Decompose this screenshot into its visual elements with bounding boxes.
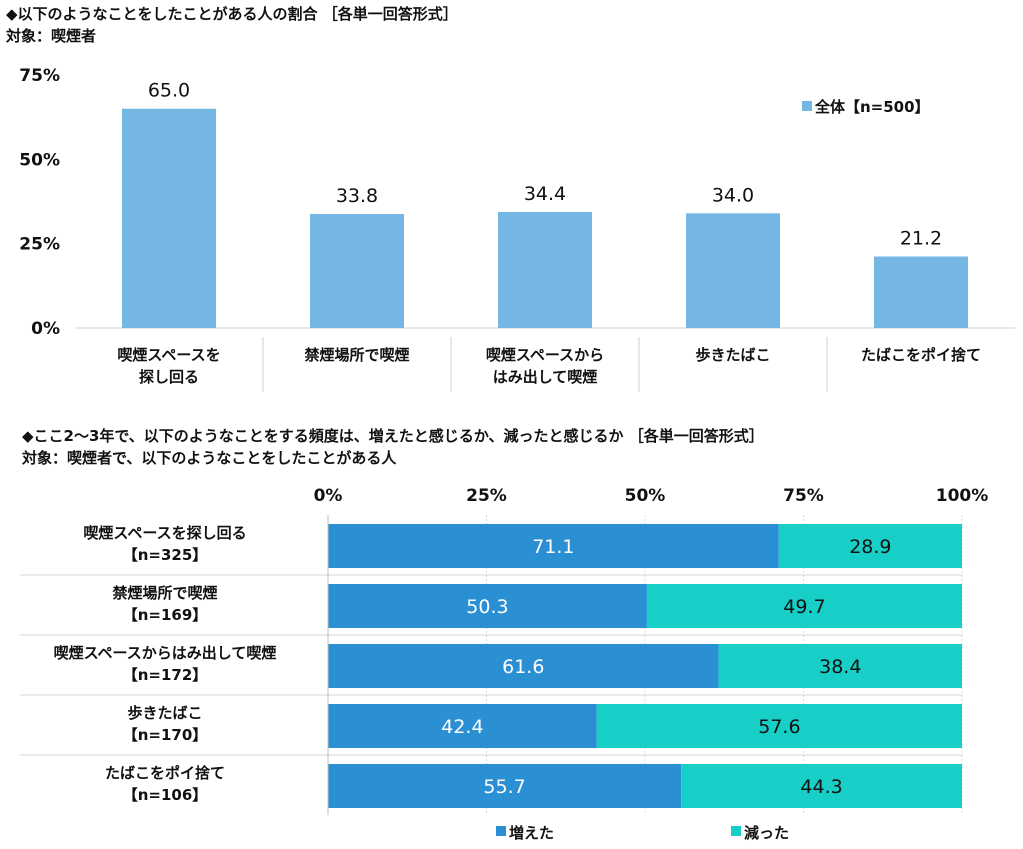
row-label: 【n=325】 bbox=[123, 546, 208, 564]
bar bbox=[686, 213, 780, 328]
row-label: 禁煙場所で喫煙 bbox=[112, 584, 217, 602]
x-category-label: 喫煙スペースから bbox=[486, 346, 604, 364]
x-tick-label: 75% bbox=[783, 486, 824, 506]
segment-value-label: 57.6 bbox=[758, 716, 800, 738]
segment-value-label: 44.3 bbox=[800, 776, 842, 798]
bar bbox=[310, 213, 404, 328]
legend-label: 全体【n=500】 bbox=[814, 98, 930, 116]
y-tick-label: 75% bbox=[19, 66, 60, 86]
row-label: たばこをポイ捨て bbox=[105, 764, 225, 782]
segment-increased bbox=[328, 584, 647, 628]
x-tick-label: 25% bbox=[466, 486, 507, 506]
legend-label: 減った bbox=[744, 824, 789, 842]
segment-increased bbox=[328, 524, 779, 568]
segment-value-label: 42.4 bbox=[441, 716, 483, 738]
x-category-label: 禁煙場所で喫煙 bbox=[304, 346, 409, 364]
bar-value-label: 34.0 bbox=[712, 184, 754, 206]
x-category-label: はみ出して喫煙 bbox=[493, 368, 598, 386]
row-label: 【n=170】 bbox=[123, 726, 208, 744]
x-tick-label: 50% bbox=[625, 486, 666, 506]
segment-value-label: 38.4 bbox=[819, 656, 861, 678]
chart1-title: ◆以下のようなことをしたことがある人の割合 ［各単一回答形式］ bbox=[6, 5, 458, 23]
row-label: 喫煙スペースを探し回る bbox=[83, 524, 246, 542]
x-category-label: 探し回る bbox=[139, 368, 199, 386]
row-label: 【n=106】 bbox=[123, 786, 208, 804]
chart1-subtitle: 対象：喫煙者 bbox=[6, 27, 97, 45]
row-label: 喫煙スペースからはみ出して喫煙 bbox=[54, 644, 277, 662]
bar bbox=[122, 108, 216, 328]
segment-increased bbox=[328, 704, 597, 748]
segment-value-label: 28.9 bbox=[849, 536, 891, 558]
x-tick-label: 100% bbox=[936, 486, 989, 506]
x-category-label: 歩きたばこ bbox=[695, 346, 770, 364]
row-label: 歩きたばこ bbox=[127, 704, 202, 722]
bar bbox=[874, 256, 968, 328]
chart2-subtitle: 対象：喫煙者で、以下のようなことをしたことがある人 bbox=[22, 449, 397, 467]
legend-swatch bbox=[496, 826, 506, 836]
top-bar-chart: 0% 25% 50% 75% 65.0 喫煙スペースを探し回る 33.8 禁煙場所で喫煙 34.… bbox=[19, 66, 1015, 392]
segment-value-label: 50.3 bbox=[466, 596, 508, 618]
row-label: 【n=169】 bbox=[123, 606, 208, 624]
x-category-label: たばこをポイ捨て bbox=[861, 346, 981, 364]
y-tick-label: 50% bbox=[19, 150, 60, 170]
segment-increased bbox=[328, 764, 682, 808]
segment-value-label: 49.7 bbox=[783, 596, 825, 618]
row-label: 【n=172】 bbox=[123, 666, 208, 684]
bar-value-label: 34.4 bbox=[524, 183, 566, 205]
bar-value-label: 33.8 bbox=[336, 185, 378, 207]
segment-decreased bbox=[646, 584, 962, 628]
segment-value-label: 61.6 bbox=[502, 656, 544, 678]
segment-decreased bbox=[681, 764, 962, 808]
legend-swatch bbox=[802, 101, 812, 111]
segment-value-label: 55.7 bbox=[483, 776, 525, 798]
bar-value-label: 21.2 bbox=[900, 227, 942, 249]
bar bbox=[498, 211, 592, 328]
y-tick-label: 25% bbox=[19, 235, 60, 255]
segment-increased bbox=[328, 644, 719, 688]
legend-swatch bbox=[731, 826, 741, 836]
x-category-label: 喫煙スペースを bbox=[117, 346, 220, 364]
x-tick-label: 0% bbox=[314, 486, 343, 506]
bar-value-label: 65.0 bbox=[148, 80, 190, 102]
chart2-title: ◆ここ2～3年で、以下のようなことをする頻度は、増えたと感じるか、減ったと感じる… bbox=[22, 427, 764, 445]
segment-value-label: 71.1 bbox=[532, 536, 574, 558]
y-tick-label: 0% bbox=[31, 319, 60, 339]
segment-decreased bbox=[718, 644, 962, 688]
segment-decreased bbox=[778, 524, 962, 568]
legend-label: 増えた bbox=[509, 824, 554, 842]
segment-decreased bbox=[596, 704, 962, 748]
